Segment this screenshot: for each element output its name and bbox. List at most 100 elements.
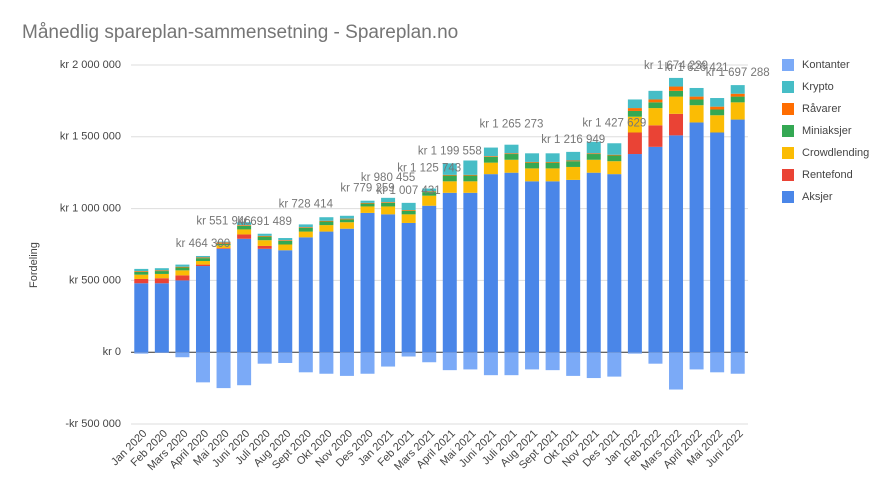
bar-segment bbox=[627, 99, 642, 109]
bar-segment bbox=[586, 159, 601, 173]
bar-segment bbox=[442, 181, 457, 193]
bar-segment bbox=[586, 153, 601, 155]
bar-segment bbox=[463, 175, 478, 182]
bar-segment bbox=[257, 236, 272, 241]
bar-segment bbox=[154, 268, 169, 271]
y-tick-label: -kr 500 000 bbox=[65, 418, 121, 430]
bar-segment bbox=[319, 352, 334, 374]
bar-segment bbox=[237, 225, 252, 226]
total-label: kr 980 455 bbox=[361, 172, 415, 184]
bar-segment bbox=[648, 352, 663, 364]
bar-segment bbox=[134, 352, 149, 354]
bar-segment bbox=[298, 227, 313, 232]
bar-segment bbox=[607, 143, 622, 155]
bar-segment bbox=[216, 352, 231, 389]
bar-segment bbox=[566, 179, 581, 353]
bar-segment bbox=[730, 96, 745, 103]
bar-segment bbox=[504, 172, 519, 353]
total-label: kr 551 946 bbox=[196, 216, 250, 228]
bar-segment bbox=[669, 86, 684, 91]
bar-segment bbox=[648, 99, 663, 103]
legend-label: Rentefond bbox=[802, 169, 853, 181]
bar-segment bbox=[134, 271, 149, 272]
bar-segment bbox=[504, 159, 519, 173]
bar-segment bbox=[381, 202, 396, 207]
bar-segment bbox=[463, 352, 478, 370]
bar-segment bbox=[463, 160, 478, 175]
bar-segment bbox=[463, 174, 478, 176]
bar-segment bbox=[545, 153, 560, 162]
bar-segment bbox=[648, 90, 663, 100]
bar-segment bbox=[504, 352, 519, 376]
bar-segment bbox=[545, 161, 560, 163]
bar-segment bbox=[195, 352, 210, 383]
bar-segment bbox=[566, 151, 581, 161]
bar-segment bbox=[627, 154, 642, 353]
bar-segment bbox=[525, 181, 540, 353]
bar-segment bbox=[175, 275, 190, 281]
bar-segment bbox=[134, 271, 149, 275]
total-label: kr 1 265 273 bbox=[480, 119, 544, 131]
legend-swatch bbox=[782, 59, 794, 71]
bar-segment bbox=[401, 214, 416, 223]
bar-segment bbox=[339, 228, 354, 353]
bar-segment bbox=[237, 352, 252, 386]
bar-segment bbox=[710, 98, 725, 107]
bar-segment bbox=[483, 174, 498, 353]
bar-segment bbox=[627, 108, 642, 111]
legend-label: Aksjer bbox=[802, 191, 833, 203]
bar-segment bbox=[422, 205, 437, 353]
bar-segment bbox=[339, 352, 354, 376]
bar-segment bbox=[319, 217, 334, 221]
bar-segment bbox=[689, 87, 704, 97]
y-tick-label: kr 1 000 000 bbox=[60, 203, 121, 215]
bar-segment bbox=[401, 210, 416, 215]
bar-segment bbox=[504, 154, 519, 160]
bar-segment bbox=[463, 181, 478, 193]
total-label: kr 728 414 bbox=[279, 198, 334, 210]
bar-segment bbox=[710, 106, 725, 110]
bar-segment bbox=[669, 352, 684, 390]
bar-segment bbox=[627, 132, 642, 155]
bar-segment bbox=[669, 90, 684, 97]
bar-segment bbox=[730, 102, 745, 120]
bar-segment bbox=[689, 99, 704, 106]
bar-segment bbox=[442, 174, 457, 176]
bar-segment bbox=[422, 191, 437, 193]
bar-segment bbox=[216, 242, 231, 244]
bar-segment bbox=[442, 163, 457, 175]
bar-segment bbox=[216, 248, 231, 249]
bar-segment bbox=[257, 233, 272, 236]
bar-segment bbox=[339, 215, 354, 219]
bar-segment bbox=[195, 266, 210, 353]
total-label: kr 1 199 558 bbox=[418, 145, 482, 157]
bar-segment bbox=[648, 108, 663, 126]
bar-segment bbox=[442, 352, 457, 371]
bar-segment bbox=[422, 195, 437, 206]
bar-segment bbox=[669, 135, 684, 353]
bar-segment bbox=[586, 141, 601, 154]
bar-segment bbox=[381, 197, 396, 203]
total-label: kr 691 489 bbox=[238, 216, 292, 228]
bar-segment bbox=[483, 147, 498, 157]
bar-segment bbox=[525, 162, 540, 169]
bar-segment bbox=[401, 352, 416, 357]
chart-title: Månedlig spareplan-sammensetning - Spare… bbox=[22, 22, 458, 43]
bar-segment bbox=[648, 146, 663, 353]
bar-segment bbox=[175, 270, 190, 276]
y-tick-label: kr 0 bbox=[103, 346, 121, 358]
bar-segment bbox=[607, 154, 622, 156]
bar-segment bbox=[175, 267, 190, 271]
bar-segment bbox=[504, 153, 519, 155]
bar-segment bbox=[154, 271, 169, 274]
bar-segment bbox=[195, 258, 210, 262]
bar-segment bbox=[216, 245, 231, 249]
bar-segment bbox=[463, 192, 478, 353]
bar-segment bbox=[175, 280, 190, 353]
bar-segment bbox=[237, 222, 252, 226]
bar-segment bbox=[175, 266, 190, 268]
bar-segment bbox=[607, 352, 622, 377]
bar-segment bbox=[525, 352, 540, 370]
bar-segment bbox=[195, 264, 210, 267]
bar-segment bbox=[586, 154, 601, 160]
